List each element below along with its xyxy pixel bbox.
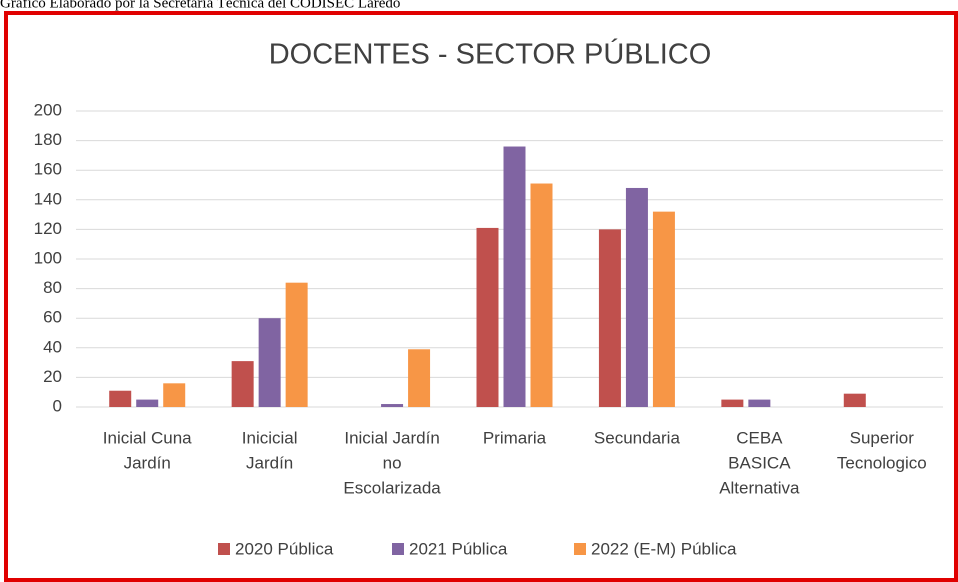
bar <box>625 187 648 407</box>
bar <box>503 146 526 407</box>
bar <box>163 383 186 407</box>
bar <box>530 183 553 407</box>
y-tick-label: 160 <box>34 160 62 179</box>
legend-swatch <box>574 543 586 555</box>
y-tick-label: 80 <box>43 278 62 297</box>
y-tick-label: 100 <box>34 248 62 267</box>
y-tick-label: 180 <box>34 130 62 149</box>
chart-title: DOCENTES - SECTOR PÚBLICO <box>269 38 712 71</box>
bar <box>721 399 744 407</box>
x-tick-label: Jardín <box>246 453 293 472</box>
x-tick-label: Inicial Jardín <box>344 428 439 447</box>
x-tick-label: no <box>383 453 402 472</box>
bar <box>285 282 308 407</box>
x-tick-label: Inicial Cuna <box>103 428 192 447</box>
bar <box>109 390 132 407</box>
y-tick-label: 200 <box>34 100 62 119</box>
y-tick-label: 140 <box>34 189 62 208</box>
bar <box>843 393 866 407</box>
bar <box>381 404 404 407</box>
x-tick-label: Escolarizada <box>343 478 441 497</box>
y-tick-label: 60 <box>43 308 62 327</box>
bar <box>652 211 675 407</box>
bar <box>231 361 254 407</box>
x-tick-label: Jardín <box>124 453 171 472</box>
x-tick-label: Alternativa <box>719 478 800 497</box>
frame <box>4 11 958 582</box>
legend-label: 2020 Pública <box>235 539 334 558</box>
caption: Gráfico Elaborado por la Secretaría Técn… <box>0 0 400 11</box>
bar <box>476 227 499 407</box>
x-tick-label: Inicicial <box>242 428 298 447</box>
bar <box>748 399 771 407</box>
y-tick-label: 0 <box>53 396 62 415</box>
bar <box>408 349 431 407</box>
y-tick-label: 40 <box>43 337 62 356</box>
x-tick-label: Primaria <box>483 428 547 447</box>
x-tick-label: Tecnologico <box>837 453 927 472</box>
legend-swatch <box>218 543 230 555</box>
bar <box>258 318 281 407</box>
x-tick-label: Secundaria <box>594 428 681 447</box>
legend-label: 2021 Pública <box>409 539 508 558</box>
bar <box>598 229 621 407</box>
x-tick-label: CEBA <box>736 428 783 447</box>
bar <box>136 399 159 407</box>
legend-label: 2022 (E-M) Pública <box>591 539 737 558</box>
x-tick-label: BASICA <box>728 453 791 472</box>
legend-swatch <box>392 543 404 555</box>
y-tick-label: 120 <box>34 219 62 238</box>
y-tick-label: 20 <box>43 367 62 386</box>
x-tick-label: Superior <box>850 428 915 447</box>
